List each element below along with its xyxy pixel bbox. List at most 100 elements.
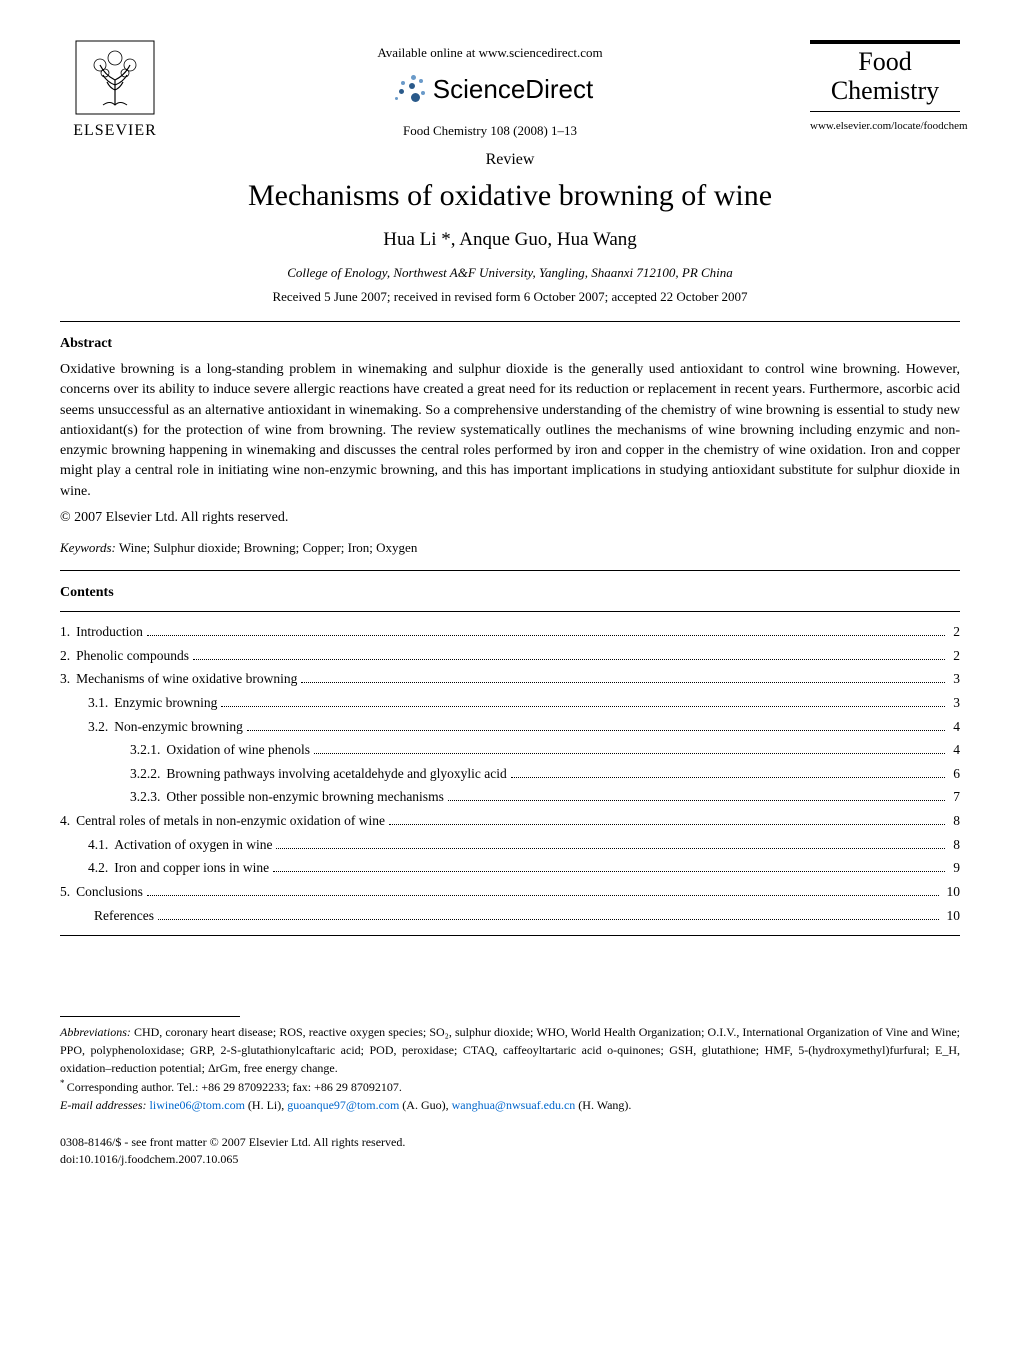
footnote-separator	[60, 1016, 240, 1017]
toc-dots	[511, 766, 945, 778]
corresponding-author-footnote: * Corresponding author. Tel.: +86 29 870…	[60, 1077, 960, 1096]
toc-number: 4.2.	[60, 856, 108, 880]
sciencedirect-logo: ScienceDirect	[387, 73, 593, 105]
toc-label: Iron and copper ions in wine	[108, 856, 269, 880]
abstract-text: Oxidative browning is a long-standing pr…	[60, 360, 960, 502]
toc-row: 4.1.Activation of oxygen in wine 8	[60, 833, 960, 857]
toc-page: 7	[949, 785, 960, 809]
toc-label: Oxidation of wine phenols	[160, 738, 310, 762]
toc-row: 2.Phenolic compounds 2	[60, 644, 960, 668]
toc-label: Browning pathways involving acetaldehyde…	[160, 762, 506, 786]
toc-number: 3.2.	[60, 715, 108, 739]
toc-row: 3.2.2.Browning pathways involving acetal…	[60, 762, 960, 786]
divider	[60, 321, 960, 322]
contents-heading: Contents	[60, 585, 960, 601]
toc-number: 3.2.3.	[60, 785, 160, 809]
toc-label: Enzymic browning	[108, 691, 217, 715]
toc-row: 1.Introduction 2	[60, 620, 960, 644]
toc-label: Mechanisms of wine oxidative browning	[70, 667, 297, 691]
toc-page: 3	[949, 691, 960, 715]
publisher-logo: ELSEVIER	[60, 40, 170, 140]
toc-number: 5.	[60, 880, 70, 904]
toc-label: Activation of oxygen in wine	[108, 833, 272, 857]
toc-row: 4.Central roles of metals in non-enzymic…	[60, 809, 960, 833]
toc-dots	[314, 742, 945, 754]
toc-number: 3.1.	[60, 691, 108, 715]
abstract-heading: Abstract	[60, 336, 960, 352]
table-of-contents: 1.Introduction 2 2.Phenolic compounds 2 3.Me…	[60, 611, 960, 936]
bottom-metadata: 0308-8146/$ - see front matter © 2007 El…	[60, 1134, 960, 1168]
toc-row: 4.2.Iron and copper ions in wine 9	[60, 856, 960, 880]
toc-page: 6	[949, 762, 960, 786]
corr-text: Corresponding author. Tel.: +86 29 87092…	[67, 1080, 402, 1094]
keywords-label: Keywords:	[60, 540, 116, 555]
journal-url: www.elsevier.com/locate/foodchem	[810, 120, 960, 132]
sciencedirect-text: ScienceDirect	[433, 74, 593, 105]
toc-row: 3.2.Non-enzymic browning 4	[60, 715, 960, 739]
keywords-text: Wine; Sulphur dioxide; Browning; Copper;…	[116, 540, 417, 555]
toc-dots	[301, 671, 945, 683]
toc-page: 9	[949, 856, 960, 880]
toc-page: 2	[949, 620, 960, 644]
copyright: © 2007 Elsevier Ltd. All rights reserved…	[60, 510, 960, 526]
article-type: Review	[60, 151, 960, 169]
toc-dots	[247, 718, 945, 730]
toc-row: 3.2.3.Other possible non-enzymic brownin…	[60, 785, 960, 809]
toc-page: 8	[949, 833, 960, 857]
toc-row: 5.Conclusions 10	[60, 880, 960, 904]
toc-label: References	[88, 904, 154, 928]
toc-row: References 10	[60, 904, 960, 928]
toc-dots	[193, 648, 945, 660]
divider	[60, 570, 960, 571]
toc-label: Central roles of metals in non-enzymic o…	[70, 809, 385, 833]
toc-number: 4.	[60, 809, 70, 833]
email-link-2[interactable]: guoanque97@tom.com	[287, 1098, 399, 1112]
corr-asterisk: *	[60, 1078, 67, 1088]
toc-page: 2	[949, 644, 960, 668]
toc-dots	[389, 813, 945, 825]
toc-dots	[448, 789, 945, 801]
toc-label: Other possible non-enzymic browning mech…	[160, 785, 443, 809]
article-title: Mechanisms of oxidative browning of wine	[60, 179, 960, 213]
header-center: Available online at www.sciencedirect.co…	[170, 40, 810, 143]
toc-label: Conclusions	[70, 880, 143, 904]
abbreviations-footnote: Abbreviations: CHD, coronary heart disea…	[60, 1023, 960, 1077]
toc-page: 4	[949, 715, 960, 739]
available-online-text: Available online at www.sciencedirect.co…	[170, 45, 810, 61]
toc-number: 4.1.	[60, 833, 108, 857]
email-link-3[interactable]: wanghua@nwsuaf.edu.cn	[452, 1098, 576, 1112]
authors: Hua Li *, Anque Guo, Hua Wang	[60, 229, 960, 251]
toc-dots	[147, 624, 945, 636]
journal-reference: Food Chemistry 108 (2008) 1–13	[170, 123, 810, 139]
doi-line: doi:10.1016/j.foodchem.2007.10.065	[60, 1151, 960, 1168]
abbreviations-label: Abbreviations:	[60, 1025, 131, 1039]
toc-page: 10	[943, 904, 961, 928]
toc-number: 3.	[60, 667, 70, 691]
toc-page: 10	[943, 880, 961, 904]
toc-page: 4	[949, 738, 960, 762]
email-label: E-mail addresses:	[60, 1098, 150, 1112]
email-link-1[interactable]: liwine06@tom.com	[150, 1098, 245, 1112]
toc-dots	[273, 860, 945, 872]
toc-label: Non-enzymic browning	[108, 715, 243, 739]
toc-number: 1.	[60, 620, 70, 644]
email-footnote: E-mail addresses: liwine06@tom.com (H. L…	[60, 1096, 960, 1114]
toc-number: 3.2.2.	[60, 762, 160, 786]
toc-dots	[158, 907, 939, 919]
sciencedirect-dots-icon	[387, 73, 427, 105]
toc-page: 8	[949, 809, 960, 833]
toc-label: Phenolic compounds	[70, 644, 189, 668]
article-dates: Received 5 June 2007; received in revise…	[60, 289, 960, 305]
affiliation: College of Enology, Northwest A&F Univer…	[60, 265, 960, 281]
journal-name: Food Chemistry	[810, 40, 960, 112]
toc-dots	[221, 695, 945, 707]
elsevier-tree-icon	[75, 40, 155, 115]
toc-number: 2.	[60, 644, 70, 668]
header: ELSEVIER Available online at www.science…	[60, 40, 960, 143]
keywords: Keywords: Wine; Sulphur dioxide; Brownin…	[60, 540, 960, 556]
abbreviations-text: CHD, coronary heart disease; ROS, reacti…	[60, 1025, 960, 1075]
toc-label: Introduction	[70, 620, 143, 644]
publisher-name: ELSEVIER	[60, 122, 170, 140]
toc-number: 3.2.1.	[60, 738, 160, 762]
toc-page: 3	[949, 667, 960, 691]
